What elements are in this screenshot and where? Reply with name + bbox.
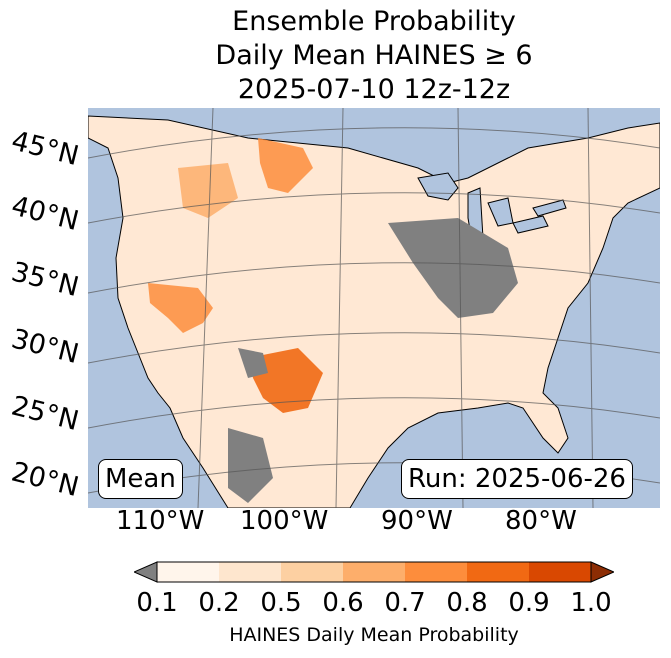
high-prob-north xyxy=(258,138,313,193)
lat-label-30: 30°N xyxy=(8,323,82,371)
lat-label-40: 40°N xyxy=(8,190,82,238)
stat-label-box: Mean xyxy=(98,459,183,499)
lat-label-45: 45°N xyxy=(8,125,82,173)
title-line-1: Ensemble Probability xyxy=(232,6,516,37)
colorbar-segment xyxy=(157,562,219,582)
lat-label-20: 20°N xyxy=(8,456,82,504)
colorbar-over-triangle xyxy=(590,561,614,583)
colorbar-segment xyxy=(529,562,591,582)
colorbar-segment xyxy=(405,562,467,582)
colorbar-segment xyxy=(467,562,529,582)
colorbar-tick: 0.6 xyxy=(322,588,364,618)
high-prob-northwest xyxy=(178,163,238,218)
colorbar-tick: 0.5 xyxy=(260,588,302,618)
colorbar-segment xyxy=(219,562,281,582)
colorbar-tick: 0.7 xyxy=(384,588,426,618)
colorbar-tick: 0.2 xyxy=(198,588,240,618)
high-prob-southwest xyxy=(248,348,323,413)
land-area xyxy=(88,115,660,508)
high-prob-west xyxy=(148,283,213,333)
lon-label-90w: 90°W xyxy=(381,506,453,536)
missing-midwest xyxy=(388,218,518,318)
lon-label-100w: 100°W xyxy=(240,506,329,536)
colorbar xyxy=(134,561,614,583)
colorbar-tick: 1.0 xyxy=(570,588,612,618)
colorbar-under-triangle xyxy=(134,561,158,583)
lon-label-80w: 80°W xyxy=(505,506,577,536)
missing-southwest xyxy=(238,348,268,378)
colorbar-tick: 0.1 xyxy=(136,588,178,618)
run-label-box: Run: 2025-06-26 xyxy=(401,459,633,499)
colorbar-outline xyxy=(156,561,592,583)
lat-label-35: 35°N xyxy=(8,256,82,304)
title-line-2: Daily Mean HAINES ≥ 6 xyxy=(215,40,533,71)
lat-label-25: 25°N xyxy=(8,390,82,438)
probability-map xyxy=(88,108,660,508)
lon-label-110w: 110°W xyxy=(116,506,205,536)
colorbar-tick: 0.9 xyxy=(508,588,550,618)
colorbar-label: HAINES Daily Mean Probability xyxy=(229,624,519,646)
colorbar-tick: 0.8 xyxy=(446,588,488,618)
missing-mexico xyxy=(228,428,273,503)
title-line-3: 2025-07-10 12z-12z xyxy=(237,74,511,105)
colorbar-segment xyxy=(343,562,405,582)
colorbar-segment xyxy=(281,562,343,582)
